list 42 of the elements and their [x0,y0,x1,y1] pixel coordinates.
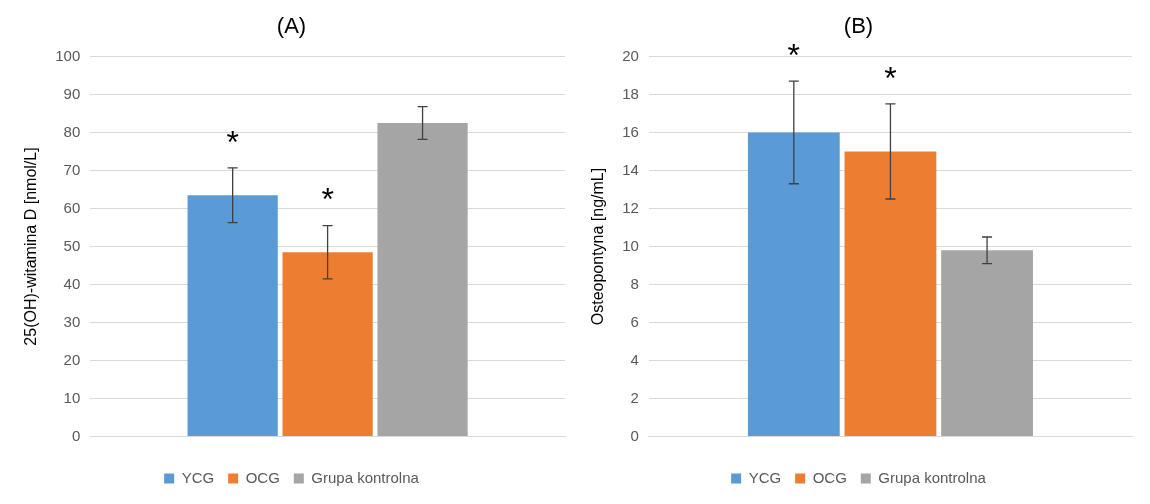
y-tick-label: 80 [63,122,81,140]
y-tick-label: 30 [63,312,81,330]
y-tick-label: 0 [71,426,81,444]
annotation: * [884,59,897,96]
legend-label: YCG [748,468,782,486]
bar [941,250,1033,437]
y-tick-label: 10 [622,236,639,254]
y-tick-label: 8 [630,274,639,292]
bar [187,195,278,437]
chart-title: (A) [276,13,307,39]
y-axis-title: Osteopontyna [ng/mL] [589,167,607,326]
y-tick-label: 10 [63,388,81,406]
legend-label: Grupa kontrolna [311,468,420,486]
legend-label: Grupa kontrolna [878,468,987,486]
legend-label: YCG [181,468,215,486]
annotation: * [321,181,334,218]
y-tick-label: 20 [63,350,81,368]
y-tick-label: 70 [63,160,81,178]
y-tick-label: 4 [630,350,639,368]
legend-label: OCG [245,468,280,486]
y-tick-label: 40 [63,274,81,292]
y-tick-label: 100 [55,46,81,64]
y-tick-label: 6 [630,312,639,330]
bar [747,132,840,437]
y-tick-label: 0 [630,426,639,444]
y-tick-label: 12 [622,198,639,216]
annotation: * [226,123,239,160]
y-tick-label: 18 [622,84,639,102]
y-tick-label: 90 [63,84,81,102]
y-axis-title: 25(OH)-witamina D [nmol/L] [22,147,40,346]
y-tick-label: 60 [63,198,81,216]
y-tick-label: 50 [63,236,81,254]
legend-label: OCG [812,468,847,486]
annotation: * [787,36,801,73]
bar [377,122,468,437]
bar [844,151,937,437]
chart-title: (B) [843,13,874,39]
bar [282,252,373,437]
y-tick-label: 2 [630,388,639,406]
y-tick-label: 16 [622,122,639,140]
y-tick-label: 20 [622,46,639,64]
y-tick-label: 14 [622,160,639,178]
